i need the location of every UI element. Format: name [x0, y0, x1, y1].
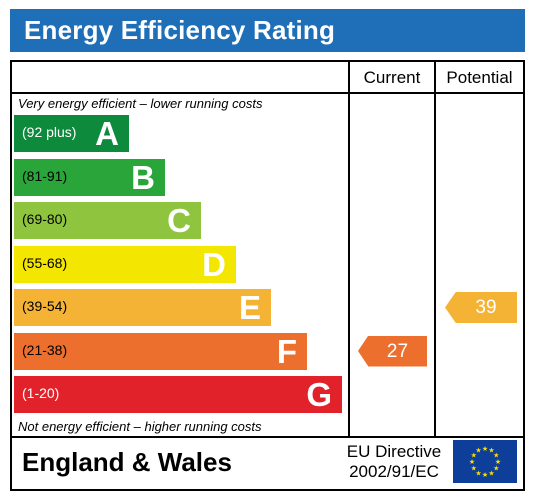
band-d: (55-68) D	[14, 245, 236, 283]
band-letter: B	[131, 158, 155, 196]
flag-star-icon: ★	[471, 465, 477, 473]
flag-star-icon: ★	[488, 447, 494, 455]
flag-star-icon: ★	[493, 452, 499, 460]
flag-star-icon: ★	[475, 447, 481, 455]
band-letter: E	[238, 289, 261, 326]
band-range: (39-54)	[22, 298, 68, 314]
band-f: (21-38) F	[14, 332, 307, 370]
flag-star-icon: ★	[495, 458, 501, 466]
flag-star-icon: ★	[471, 452, 477, 460]
band-range: (21-38)	[22, 341, 68, 358]
band-b: (81-91) B	[14, 158, 165, 196]
region-label: England & Wales	[22, 447, 232, 477]
band-letter: A	[95, 115, 119, 152]
flag-star-icon: ★	[493, 465, 499, 473]
band-letter: G	[306, 376, 332, 413]
eu-flag-icon: ★ ★ ★ ★ ★ ★ ★ ★ ★ ★ ★ ★	[453, 440, 517, 483]
eu-directive-line1: EU Directive	[346, 442, 442, 461]
band-range: (92 plus)	[22, 124, 77, 140]
divider-current	[348, 62, 350, 436]
column-current-label: Current	[363, 68, 421, 87]
flag-star-icon: ★	[488, 469, 494, 477]
page-title: Energy Efficiency Rating	[24, 15, 336, 45]
current-rating-value: 27	[386, 340, 409, 362]
flag-star-icon: ★	[482, 471, 488, 479]
top-note: Very energy efficient – lower running co…	[18, 96, 263, 111]
current-rating-arrow: 27	[358, 335, 427, 367]
footer-divider	[12, 436, 523, 438]
band-e: (39-54) E	[14, 289, 271, 326]
band-a: (92 plus) A	[14, 115, 129, 152]
band-range: (81-91)	[22, 167, 68, 184]
band-g: (1-20) G	[14, 376, 342, 413]
rating-chart-frame: Current Potential Very energy efficient …	[10, 60, 525, 491]
flag-star-icon: ★	[469, 458, 475, 466]
eu-directive: EU Directive 2002/91/EC	[342, 442, 446, 482]
band-letter: F	[276, 332, 297, 370]
eu-directive-line2: 2002/91/EC	[349, 462, 439, 481]
flag-star-icon: ★	[475, 469, 481, 477]
bottom-note: Not energy efficient – higher running co…	[18, 419, 262, 434]
band-letter: D	[202, 245, 226, 283]
band-range: (55-68)	[22, 254, 68, 271]
potential-rating-value: 39	[475, 297, 497, 318]
band-range: (69-80)	[22, 211, 68, 227]
column-potential-label: Potential	[446, 68, 513, 87]
band-letter: C	[167, 202, 191, 239]
band-range: (1-20)	[22, 385, 60, 401]
header-divider	[12, 92, 523, 94]
header-bar: Energy Efficiency Rating	[10, 9, 525, 52]
flag-star-icon: ★	[482, 445, 488, 453]
band-c: (69-80) C	[14, 202, 201, 239]
potential-rating-arrow: 39	[445, 292, 517, 323]
divider-potential	[434, 62, 436, 436]
